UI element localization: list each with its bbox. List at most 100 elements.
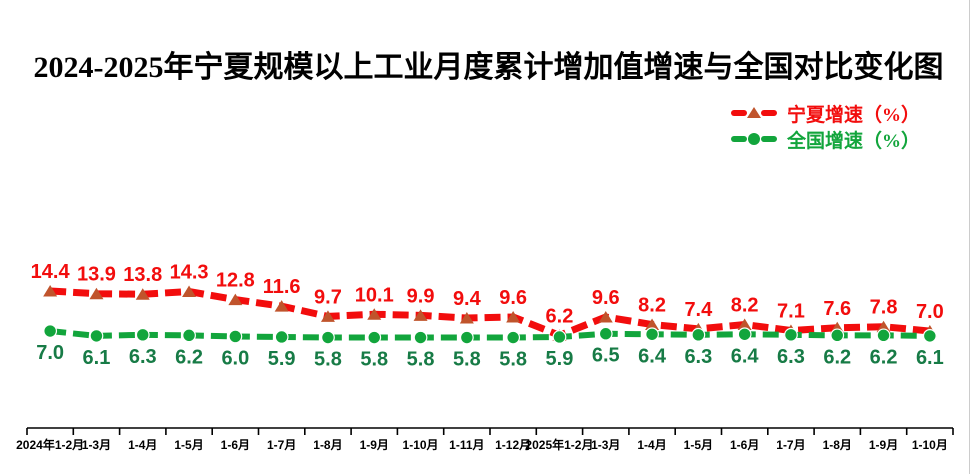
- ningxia-data-label: 8.2: [638, 295, 666, 317]
- national-data-label: 6.2: [175, 346, 203, 368]
- series-line: [49, 287, 931, 340]
- ningxia-data-label: 10.1: [355, 284, 394, 306]
- data-point-marker-triangle: [89, 287, 104, 300]
- x-axis-label: 1-3月: [591, 438, 620, 452]
- series-line: [49, 328, 930, 341]
- data-point-marker-circle: [228, 329, 243, 344]
- ningxia-data-label: 7.0: [916, 301, 944, 323]
- data-point-marker-circle: [367, 330, 382, 345]
- national-data-label: 5.8: [360, 349, 388, 371]
- x-axis-label: 1-11月: [449, 438, 484, 452]
- chart-title: 2024-2025年宁夏规模以上工业月度累计增加值增速与全国对比变化图: [33, 51, 944, 84]
- x-axis-label: 1-4月: [637, 438, 666, 452]
- chart-legend: 宁夏增速（%） 全国增速（%）: [731, 100, 920, 152]
- ningxia-data-label: 6.2: [546, 305, 574, 327]
- x-axis-label: 1-8月: [823, 438, 852, 452]
- data-point-marker-triangle: [367, 308, 382, 320]
- dashed-line-triangle-icon: [731, 107, 777, 118]
- data-point-marker-triangle: [506, 310, 521, 323]
- x-axis-label: 1-8月: [313, 438, 342, 452]
- legend-label-ningxia: 宁夏增速（%）: [787, 104, 921, 126]
- x-axis-label: 1-5月: [684, 438, 713, 452]
- ningxia-data-label: 9.6: [592, 287, 620, 309]
- national-data-label: 5.9: [546, 348, 574, 370]
- x-axis-label: 1-5月: [174, 438, 203, 452]
- data-point-marker-circle: [43, 324, 58, 338]
- data-point-marker-triangle: [645, 318, 660, 331]
- ningxia-data-label: 7.4: [684, 299, 713, 321]
- data-point-marker-triangle: [43, 284, 58, 297]
- data-point-marker-triangle: [737, 318, 752, 331]
- ningxia-data-label: 14.4: [31, 261, 71, 283]
- x-axis-label: 1-10月: [403, 438, 439, 452]
- x-axis-label: 1-9月: [869, 438, 898, 452]
- data-point-marker-circle: [552, 330, 567, 344]
- x-axis-label: 1-6月: [730, 438, 759, 452]
- data-point-marker-circle: [413, 330, 428, 345]
- data-point-marker-circle: [922, 328, 937, 343]
- ningxia-data-label: 14.3: [170, 262, 209, 284]
- ningxia-data-label: 9.6: [499, 287, 527, 309]
- national-series-line: [49, 328, 930, 341]
- national-data-label: 5.8: [407, 349, 435, 371]
- ningxia-data-label: 13.8: [123, 264, 162, 286]
- x-axis-label: 1-3月: [82, 438, 111, 452]
- national-data-label: 6.1: [916, 347, 944, 369]
- national-data-label: 5.9: [268, 348, 296, 370]
- data-point-marker-circle: [135, 327, 150, 342]
- data-point-marker-circle: [321, 330, 335, 345]
- data-point-marker-circle: [645, 327, 659, 342]
- data-point-marker-circle: [598, 326, 613, 341]
- x-axis-label: 2025年1-2月: [525, 437, 593, 452]
- ningxia-data-label: 9.7: [314, 286, 342, 308]
- data-point-marker-circle: [737, 327, 752, 342]
- x-axis-label: 1-12月: [495, 438, 531, 452]
- ningxia-data-label: 7.6: [823, 298, 851, 320]
- data-point-marker-circle: [506, 330, 521, 345]
- data-point-marker-circle: [459, 330, 474, 345]
- national-data-label: 6.2: [823, 346, 851, 368]
- national-data-label: 6.2: [870, 346, 898, 368]
- national-data-label: 6.3: [684, 346, 712, 368]
- ningxia-data-label: 13.9: [77, 264, 116, 286]
- x-axis-label: 1-7月: [776, 438, 805, 452]
- data-point-marker-triangle: [413, 309, 428, 321]
- legend-item-ningxia: 宁夏增速（%）: [731, 100, 920, 126]
- national-data-label: 6.4: [731, 345, 760, 367]
- x-axis-label: 1-6月: [221, 438, 250, 452]
- data-point-marker-circle: [784, 327, 798, 342]
- x-axis-label: 1-4月: [128, 438, 157, 452]
- national-data-label: 7.0: [36, 342, 64, 364]
- x-axis-label: 1-7月: [267, 438, 296, 452]
- x-axis: 2024年1-2月1-3月 1-4月 1-5月 1-6月 1-7月 1-8月 1-9月 1-1…: [16, 427, 954, 452]
- national-data-label: 5.8: [499, 349, 527, 371]
- legend-label-national: 全国增速（%）: [787, 130, 921, 152]
- data-labels: 14.4 13.9 13.8 14.3 12.8 11.6 9.7 10.1 9.9 9.4 9.6…: [31, 261, 944, 371]
- ningxia-data-label: 7.8: [870, 297, 898, 319]
- national-data-label: 5.8: [314, 349, 342, 371]
- data-point-marker-triangle: [598, 310, 613, 323]
- data-point-marker-circle: [274, 330, 289, 344]
- data-point-marker-circle: [89, 328, 104, 343]
- x-axis-label: 2024年1-2月: [16, 437, 84, 452]
- data-point-marker-triangle: [135, 288, 150, 300]
- national-series-markers: [43, 324, 937, 345]
- right-edge-line: [969, 0, 970, 474]
- ningxia-data-label: 7.1: [777, 300, 805, 322]
- ningxia-data-label: 12.8: [216, 270, 255, 292]
- data-point-marker-triangle: [274, 300, 289, 312]
- national-data-label: 6.5: [592, 345, 620, 367]
- ningxia-data-label: 11.6: [263, 276, 301, 298]
- data-point-marker-circle: [876, 328, 891, 343]
- data-point-marker-triangle: [182, 285, 197, 298]
- x-axis-label: 1-9月: [360, 438, 389, 452]
- data-point-marker-circle: [182, 328, 196, 343]
- data-point-marker-circle: [691, 327, 706, 342]
- national-data-label: 5.8: [453, 349, 481, 371]
- national-data-label: 6.1: [83, 347, 111, 369]
- national-data-label: 6.0: [221, 347, 249, 369]
- data-point-marker-triangle: [876, 320, 891, 333]
- national-data-label: 6.3: [777, 346, 805, 368]
